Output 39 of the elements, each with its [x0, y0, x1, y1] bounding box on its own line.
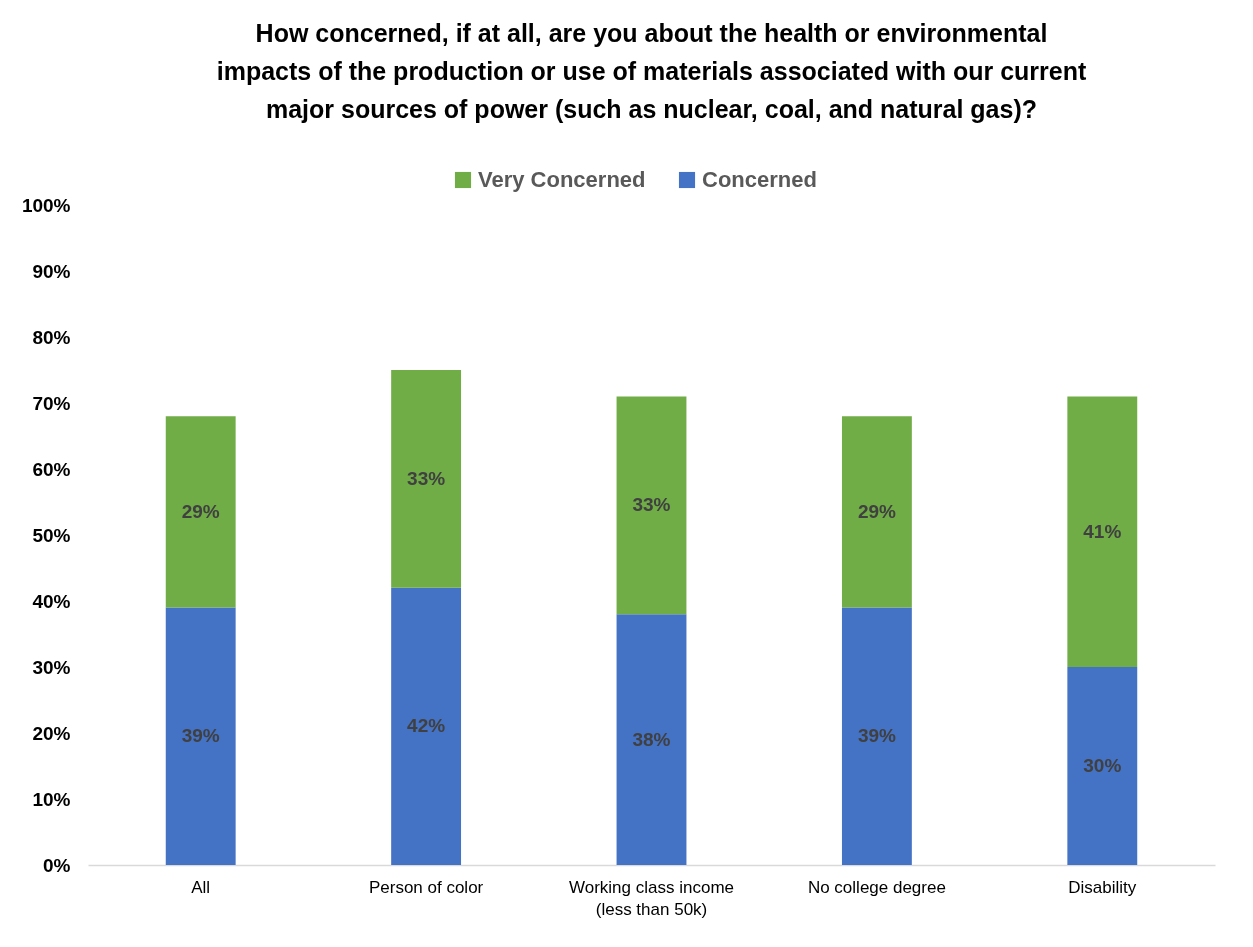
y-tick-label: 70% [32, 392, 71, 414]
y-tick-label: 60% [32, 458, 71, 480]
y-tick-label: 50% [32, 524, 71, 546]
bar [165, 607, 236, 865]
data-label: 42% [407, 715, 446, 737]
x-tick-label: No college degree [807, 877, 946, 897]
bar [1067, 396, 1138, 667]
y-tick-label: 10% [32, 788, 71, 810]
data-label: 29% [857, 500, 897, 522]
data-label: 30% [1083, 755, 1122, 776]
bar [391, 587, 462, 865]
bar [165, 416, 236, 608]
bar [391, 370, 462, 588]
bar [841, 416, 912, 608]
data-label: 39% [857, 725, 897, 747]
y-tick-label: 40% [32, 590, 71, 612]
bar [1067, 667, 1138, 865]
y-tick-label: 0% [43, 854, 71, 876]
legend-label: Concerned [702, 167, 817, 192]
y-tick-label: 90% [32, 260, 71, 282]
legend-label: Very Concerned [478, 167, 646, 192]
data-label: 33% [632, 494, 671, 516]
y-tick-label: 100% [21, 194, 71, 216]
data-label: 39% [181, 725, 220, 747]
y-tick-label: 30% [32, 656, 71, 678]
data-label: 41% [1083, 520, 1122, 542]
x-tick-label: Disability [1068, 877, 1137, 897]
x-tick-label: All [191, 877, 211, 897]
x-tick-label: Working class income (less than 50k) [568, 877, 735, 919]
data-label: 38% [632, 728, 671, 750]
y-tick-label: 20% [32, 722, 71, 744]
bar [841, 607, 912, 865]
x-tick-label: Person of color [368, 877, 484, 897]
bar [616, 396, 687, 615]
data-label: 29% [181, 500, 220, 522]
data-label: 33% [407, 467, 446, 489]
y-tick-label: 80% [32, 326, 71, 348]
bar [616, 614, 687, 865]
chart-title: How concerned, if at all, are you about the health or environmental impacts of the production or use of materials associated with our current major sources of power (such as nuclear, coal, and natural gas)? [216, 19, 1087, 123]
